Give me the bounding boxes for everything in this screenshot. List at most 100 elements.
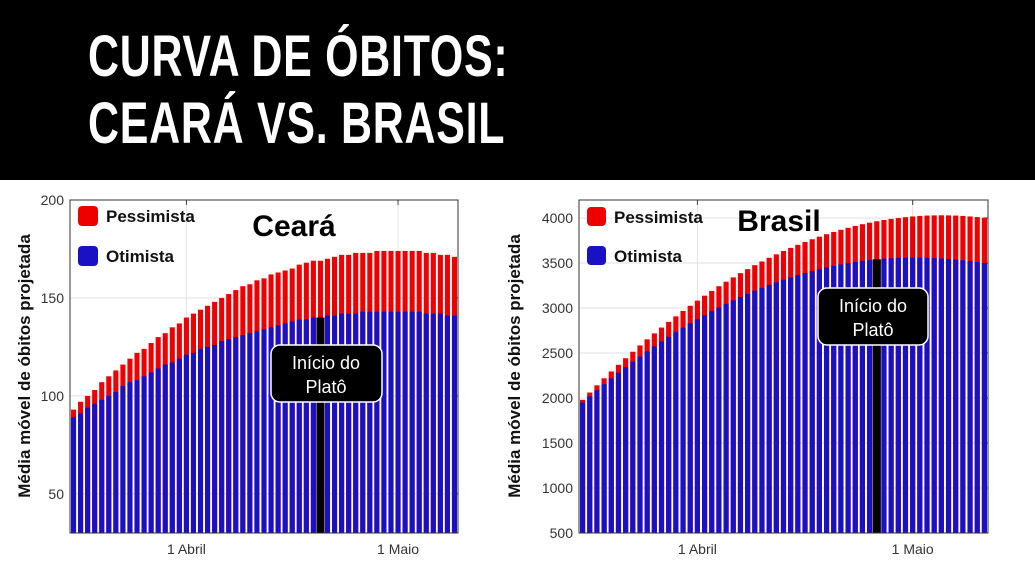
bar-otimista bbox=[608, 378, 614, 533]
bar-otimista bbox=[183, 354, 189, 533]
bar-otimista bbox=[162, 364, 168, 533]
bar-otimista bbox=[623, 367, 629, 533]
bar-otimista bbox=[332, 315, 338, 533]
bar-otimista bbox=[716, 307, 722, 533]
bar-otimista bbox=[395, 311, 401, 533]
bar-otimista bbox=[694, 319, 700, 533]
bar-otimista bbox=[687, 323, 693, 533]
bar-otimista bbox=[938, 258, 944, 533]
chart-brasil: 500 1000 1500 2000 2500 3000 3500 4000 1 Abril 1 … bbox=[542, 199, 989, 557]
y-tick-label: 150 bbox=[41, 290, 65, 306]
bar-otimista bbox=[859, 260, 866, 533]
bar-otimista bbox=[339, 313, 345, 533]
bar-otimista bbox=[205, 346, 211, 533]
annotation-line-1: Início do bbox=[839, 296, 907, 316]
bar-otimista bbox=[402, 311, 408, 533]
bar-otimista bbox=[233, 337, 239, 533]
bar-otimista bbox=[658, 341, 665, 533]
bar-otimista bbox=[723, 303, 729, 533]
bar-otimista bbox=[615, 372, 622, 533]
bar-otimista bbox=[99, 399, 105, 533]
bar-otimista bbox=[594, 390, 600, 533]
plot-frame bbox=[578, 199, 989, 534]
bar-otimista bbox=[580, 402, 586, 533]
legend-swatch-otimista bbox=[78, 246, 98, 266]
bar-otimista bbox=[630, 361, 636, 533]
bar-otimista bbox=[92, 403, 98, 533]
y-tick-label: 500 bbox=[550, 525, 574, 541]
bar-otimista bbox=[680, 327, 686, 533]
bar-otimista bbox=[437, 313, 443, 533]
bar-otimista bbox=[709, 311, 715, 533]
bar-otimista bbox=[416, 311, 422, 533]
bar-otimista bbox=[346, 313, 352, 533]
y-tick-label: 2000 bbox=[542, 390, 573, 406]
bar-otimista bbox=[852, 262, 858, 533]
bar-otimista bbox=[310, 317, 316, 533]
bar-otimista bbox=[809, 271, 815, 533]
bar-plateau-start bbox=[872, 259, 881, 533]
bar-otimista bbox=[296, 319, 302, 533]
x-tick-label: 1 Maio bbox=[377, 541, 419, 557]
bar-otimista bbox=[816, 269, 822, 533]
bar-otimista bbox=[651, 346, 657, 533]
bar-otimista bbox=[895, 257, 901, 533]
bar-otimista bbox=[176, 358, 182, 533]
annotation-plateau-ceara: Início do Platô bbox=[270, 344, 383, 403]
plot-frame bbox=[69, 199, 459, 534]
bar-otimista bbox=[141, 376, 147, 533]
bar-otimista bbox=[212, 344, 218, 533]
bar-otimista bbox=[802, 272, 808, 533]
legend-swatch-pessimista bbox=[78, 206, 98, 226]
bar-otimista bbox=[902, 257, 909, 533]
bar-otimista bbox=[788, 277, 794, 533]
bar-otimista bbox=[240, 335, 246, 533]
bar-otimista bbox=[888, 258, 894, 533]
bar-otimista bbox=[766, 284, 772, 533]
bar-otimista bbox=[85, 407, 91, 533]
bar-otimista bbox=[945, 258, 952, 533]
bar-otimista bbox=[967, 261, 973, 533]
bar-otimista bbox=[444, 315, 450, 533]
bar-otimista bbox=[219, 341, 225, 533]
bar-otimista bbox=[917, 257, 923, 533]
bar-otimista bbox=[226, 339, 232, 533]
legend-swatch-pessimista bbox=[587, 207, 606, 226]
bar-otimista bbox=[974, 262, 980, 533]
bar-otimista bbox=[773, 282, 779, 533]
legend-label-otimista: Otimista bbox=[614, 247, 683, 266]
bar-otimista bbox=[381, 311, 387, 533]
legend-swatch-otimista bbox=[587, 246, 606, 265]
bar-otimista bbox=[587, 396, 593, 533]
y-axis-label-ceara: Média móvel de óbitos projetada bbox=[15, 234, 34, 498]
bar-plateau-start bbox=[316, 317, 325, 533]
bar-otimista bbox=[261, 329, 267, 533]
chart-ceara: 50 100 150 200 1 Abril 1 Maio bbox=[41, 192, 459, 557]
bar-otimista bbox=[795, 275, 801, 533]
bar-otimista bbox=[268, 327, 274, 533]
chart-title-ceara: Ceará bbox=[252, 210, 336, 243]
bar-otimista bbox=[78, 413, 84, 533]
x-tick-label: 1 Abril bbox=[678, 541, 717, 557]
bar-otimista bbox=[745, 293, 751, 533]
bar-otimista bbox=[282, 323, 288, 533]
bar-otimista bbox=[113, 391, 119, 533]
bar-otimista bbox=[254, 331, 260, 533]
bar-otimista bbox=[981, 263, 987, 533]
bar-otimista bbox=[831, 265, 837, 533]
page-title-line-1: CURVA DE ÓBITOS: bbox=[88, 24, 509, 89]
bar-otimista bbox=[289, 321, 295, 533]
y-tick-label: 3000 bbox=[542, 300, 573, 316]
legend-label-pessimista: Pessimista bbox=[614, 208, 703, 227]
legend-label-otimista: Otimista bbox=[106, 247, 175, 266]
bar-otimista bbox=[701, 315, 708, 533]
y-tick-label: 3500 bbox=[542, 255, 573, 271]
bar-otimista bbox=[190, 352, 196, 533]
y-tick-label: 1500 bbox=[542, 435, 573, 451]
bar-otimista bbox=[960, 260, 966, 533]
y-axis-label-brasil: Média móvel de óbitos projetada bbox=[505, 234, 524, 498]
chart-title-brasil: Brasil bbox=[737, 205, 820, 238]
bar-otimista bbox=[666, 336, 672, 533]
bar-otimista bbox=[374, 311, 380, 533]
bar-otimista bbox=[673, 332, 679, 533]
